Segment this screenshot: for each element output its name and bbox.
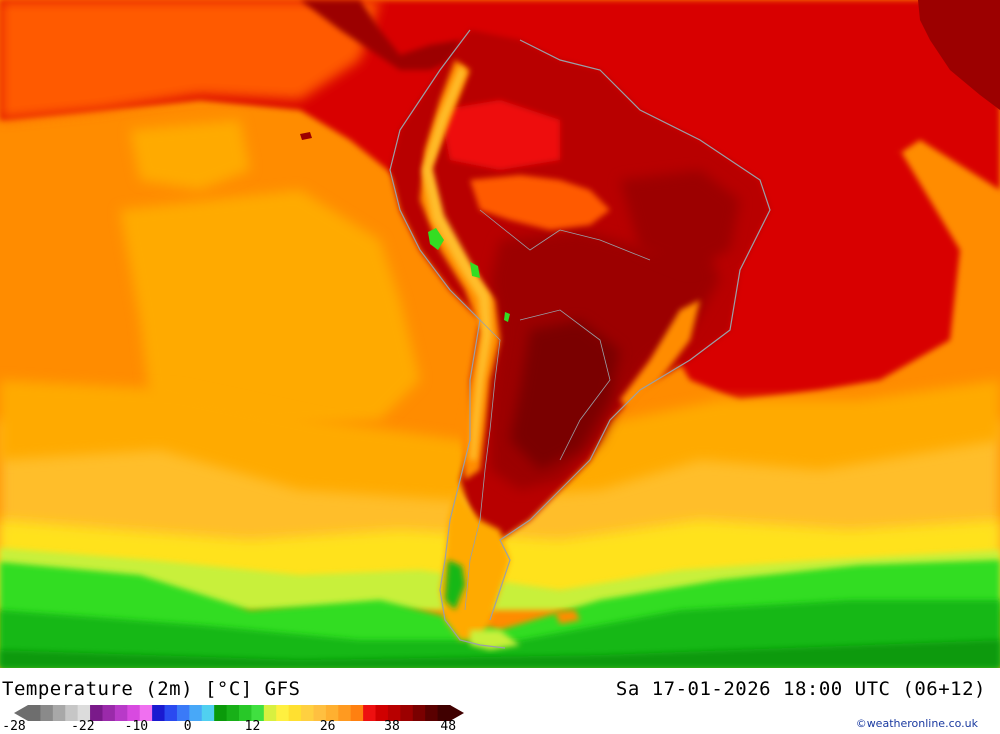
legend-swatch [425,705,439,721]
coastline-west [389,29,506,649]
credit-link[interactable]: ©weatheronline.co.uk [855,717,978,730]
color-legend [14,705,464,721]
legend-swatch [313,705,327,721]
legend-swatch [139,705,153,721]
legend-swatch [251,705,265,721]
legend-swatch [338,705,352,721]
legend-swatch [301,705,314,721]
legend-swatch [77,705,91,721]
legend-swatch [90,705,103,721]
legend-tick-label: -22 [71,719,95,734]
east-coast-warm-streak [620,300,700,410]
legend-swatch [350,705,364,721]
andes-cold-spot-1 [428,228,444,250]
legend-swatch [127,705,141,721]
legend-tick-label: -28 [2,719,26,734]
pacific-orange-red [0,0,380,120]
legend-swatch [52,705,66,721]
africa-corner [918,0,1000,110]
legend-swatch [114,705,128,721]
amazon-warm-patch [470,175,610,230]
map-title: Temperature (2m) [°C] GFS [2,678,301,700]
legend-tick-label: 0 [183,719,192,734]
south-dark-green-band [0,640,1000,668]
legend-swatch [263,705,277,721]
border-interior [479,209,651,461]
legend-swatch [40,705,54,721]
patagonia-green-spot [445,560,465,610]
legend-swatch [400,705,414,721]
temperature-map [0,0,1000,668]
interior-deep-region [510,320,620,470]
legend-swatch [164,705,178,721]
legend-swatch [387,705,401,721]
amazon-bright-patch [440,100,560,170]
legend-swatch [437,705,451,721]
legend-tick-label: 26 [319,719,336,734]
footer: Temperature (2m) [°C] GFS Sa 17-01-2026 … [0,668,1000,734]
galapagos-islands [300,132,312,140]
legend-swatch [325,705,339,721]
legend-swatch [201,705,215,721]
legend-swatch [412,705,426,721]
legend-swatch [65,705,79,721]
andes-amber-core [422,65,492,460]
legend-swatch [375,705,389,721]
legend-swatch [363,705,377,721]
legend-tick-label: 12 [244,719,261,734]
legend-tick-label: 38 [384,719,400,734]
coastline-east [489,39,771,621]
legend-arrow-high [450,705,464,721]
legend-tick-label: -10 [124,719,149,734]
legend-swatch [276,705,290,721]
legend-tick-label: 48 [440,719,457,734]
legend-swatch [28,705,41,721]
pacific-light-orange [120,190,420,430]
legend-swatch [239,705,252,721]
legend-swatch [189,705,203,721]
legend-swatch [214,705,228,721]
amazon-dark-region [620,170,740,270]
border-andes [464,319,501,611]
andes-cold-spot-2 [470,262,480,278]
pacific-light-orange-north [130,120,250,190]
legend-swatch [102,705,116,721]
legend-swatch [226,705,240,721]
legend-swatch [176,705,190,721]
legend-swatch [152,705,166,721]
legend-arrow-low [14,705,28,721]
falkland-islands [555,610,580,624]
central-america [300,0,460,70]
andes-cold-spot-3 [504,312,510,322]
map-valid-time: Sa 17-01-2026 18:00 UTC (06+12) [615,678,986,700]
legend-swatch [288,705,302,721]
